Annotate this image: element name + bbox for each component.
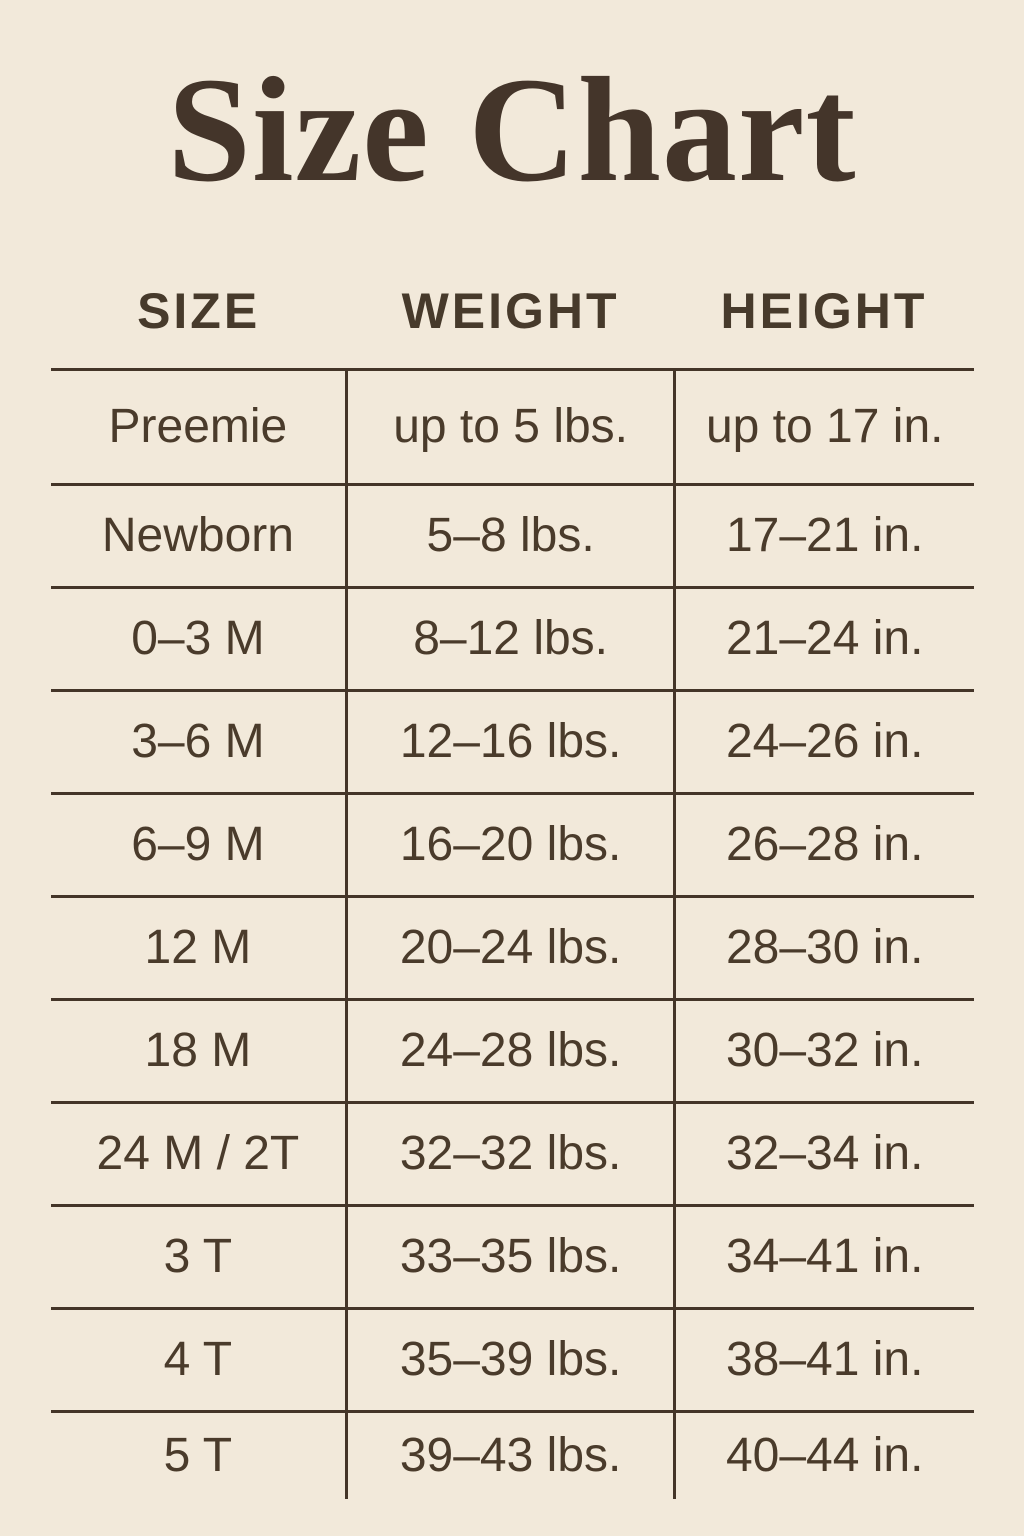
column-header-size: SIZE: [137, 283, 261, 339]
table-row: 12 M 20–24 lbs. 28–30 in.: [50, 896, 974, 999]
cell-height: 38–41 in.: [725, 1333, 924, 1386]
table-row: 5 T 39–43 lbs. 40–44 in.: [50, 1411, 974, 1499]
cell-height: 32–34 in.: [725, 1127, 924, 1180]
cell-height: 17–21 in.: [725, 509, 924, 562]
table-row: 3–6 M 12–16 lbs. 24–26 in.: [50, 690, 974, 793]
size-table: Preemie up to 5 lbs. up to 17 in. Newborn 5–…: [50, 368, 974, 1499]
cell-height: 30–32 in.: [725, 1024, 924, 1077]
cell-size: 3 T: [163, 1230, 233, 1283]
cell-height: 34–41 in.: [725, 1230, 924, 1283]
cell-weight: up to 5 lbs.: [345, 369, 676, 484]
table-row: Preemie up to 5 lbs. up to 17 in.: [50, 369, 974, 484]
page-title: Size Chart: [167, 47, 857, 213]
cell-size: Newborn: [101, 509, 294, 562]
cell-weight: 39–43 lbs.: [345, 1411, 676, 1499]
table-row: 4 T 35–39 lbs. 38–41 in.: [50, 1308, 974, 1411]
table-row: 0–3 M 8–12 lbs. 21–24 in.: [50, 587, 974, 690]
cell-weight: 8–12 lbs.: [345, 587, 676, 690]
cell-size: 18 M: [144, 1024, 252, 1077]
cell-size: 24 M / 2T: [96, 1127, 300, 1180]
cell-height: 26–28 in.: [725, 818, 924, 871]
cell-weight: 35–39 lbs.: [345, 1308, 676, 1411]
table-row: 24 M / 2T 32–32 lbs. 32–34 in.: [50, 1102, 974, 1205]
cell-weight: 12–16 lbs.: [345, 690, 676, 793]
size-table-body: Preemie up to 5 lbs. up to 17 in. Newborn 5–…: [50, 369, 974, 1499]
cell-size: 12 M: [144, 921, 252, 974]
cell-size: 4 T: [163, 1333, 233, 1386]
column-header-height: HEIGHT: [720, 283, 928, 339]
cell-size: Preemie: [108, 400, 288, 453]
cell-weight: 16–20 lbs.: [345, 793, 676, 896]
cell-height: 28–30 in.: [725, 921, 924, 974]
cell-size: 5 T: [163, 1429, 233, 1482]
column-header-weight: WEIGHT: [401, 283, 620, 339]
cell-weight: 5–8 lbs.: [345, 484, 676, 587]
cell-size: 3–6 M: [131, 715, 265, 768]
cell-weight: 33–35 lbs.: [345, 1205, 676, 1308]
cell-height: 40–44 in.: [725, 1429, 924, 1482]
cell-size: 6–9 M: [131, 818, 265, 871]
cell-weight: 32–32 lbs.: [345, 1102, 676, 1205]
table-row: 3 T 33–35 lbs. 34–41 in.: [50, 1205, 974, 1308]
table-row: 18 M 24–28 lbs. 30–32 in.: [50, 999, 974, 1102]
cell-weight: 24–28 lbs.: [345, 999, 676, 1102]
cell-weight: 20–24 lbs.: [345, 896, 676, 999]
cell-size: 0–3 M: [131, 612, 265, 665]
table-row: Newborn 5–8 lbs. 17–21 in.: [50, 484, 974, 587]
cell-height: 24–26 in.: [725, 715, 924, 768]
table-row: 6–9 M 16–20 lbs. 26–28 in.: [50, 793, 974, 896]
cell-height: 21–24 in.: [725, 612, 924, 665]
cell-height: up to 17 in.: [705, 400, 944, 453]
table-header-row: SIZE WEIGHT HEIGHT: [51, 283, 974, 341]
